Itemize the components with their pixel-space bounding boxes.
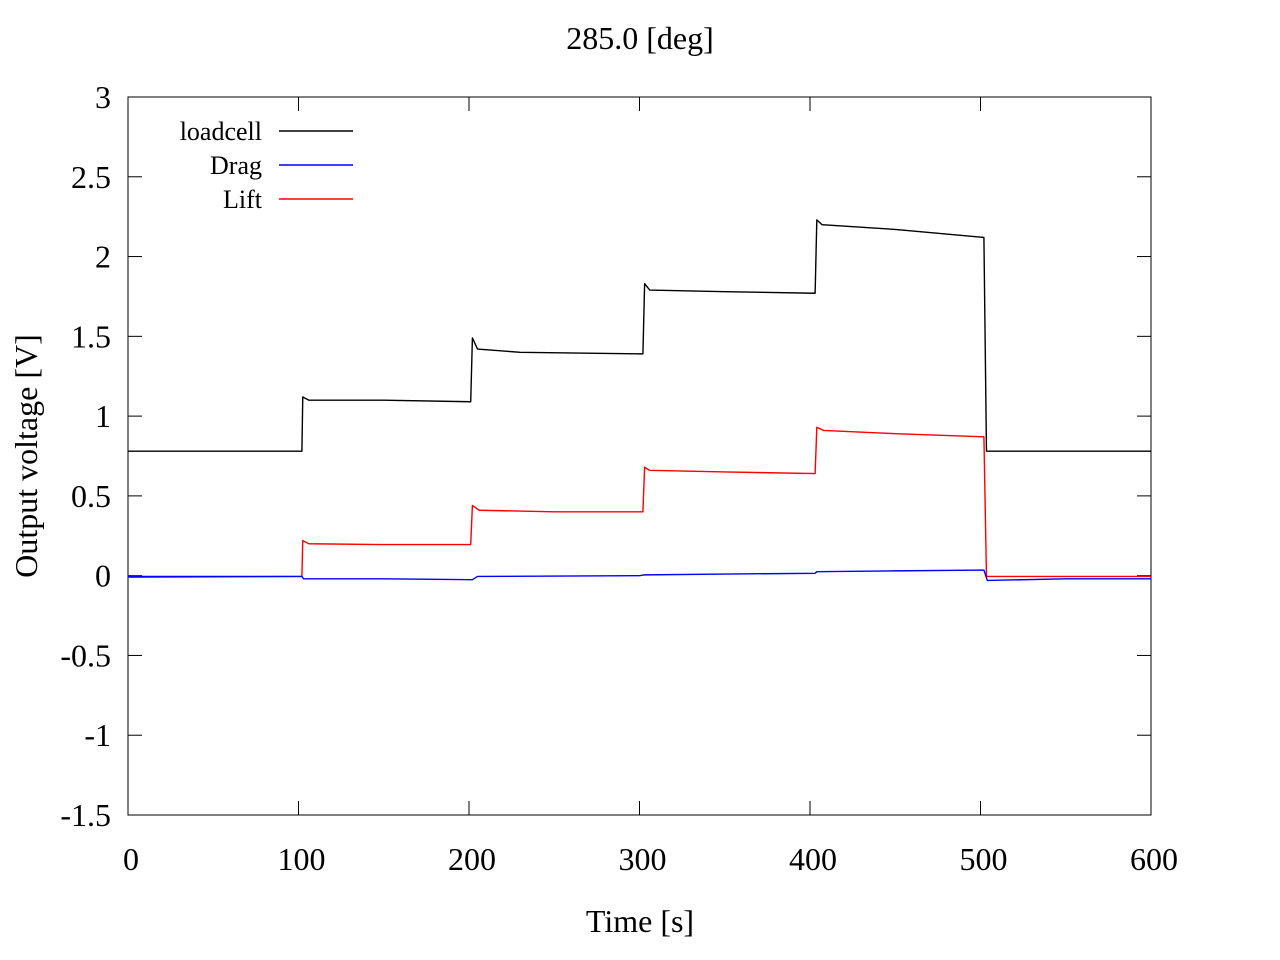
y-tick-label: 2 [95, 239, 111, 275]
x-tick-label: 400 [789, 841, 837, 877]
y-tick-label: 2.5 [71, 159, 111, 195]
y-tick-label: 3 [95, 79, 111, 115]
series-line-lift [127, 426, 1151, 578]
legend: loadcell Drag Lift [180, 117, 353, 214]
x-tick-label: 100 [278, 841, 326, 877]
legend-label-drag: Drag [210, 151, 262, 180]
y-tick-label: -1 [84, 717, 111, 753]
y-tick-label: -0.5 [60, 637, 111, 673]
legend-label-loadcell: loadcell [180, 117, 262, 146]
x-tick-label: 600 [1130, 841, 1178, 877]
y-tick-label: 0 [95, 558, 111, 594]
legend-label-lift: Lift [223, 185, 263, 214]
series-line-loadcell [128, 219, 1151, 452]
x-axis-label: Time [s] [586, 903, 694, 939]
x-tick-label: 0 [123, 841, 139, 877]
y-tick-label: 1.5 [71, 318, 111, 354]
y-tick-label: 1 [95, 398, 111, 434]
chart-title: 285.0 [deg] [566, 20, 714, 56]
series-lines [127, 219, 1151, 582]
y-tick-label: -1.5 [60, 797, 111, 833]
y-tick-label: 0.5 [71, 478, 111, 514]
y-axis-label: Output voltage [V] [8, 334, 44, 578]
plot-frame [127, 96, 1152, 816]
x-tick-label: 300 [619, 841, 667, 877]
axis-ticks [127, 96, 1152, 816]
x-tick-label: 500 [960, 841, 1008, 877]
series-line-drag [128, 569, 1151, 582]
axis-tick-labels: 0 100 200 300 400 500 600 3 2.5 2 1.5 1 0.5 0 -0.5 -1 -1… [60, 79, 1178, 877]
x-tick-label: 200 [448, 841, 496, 877]
